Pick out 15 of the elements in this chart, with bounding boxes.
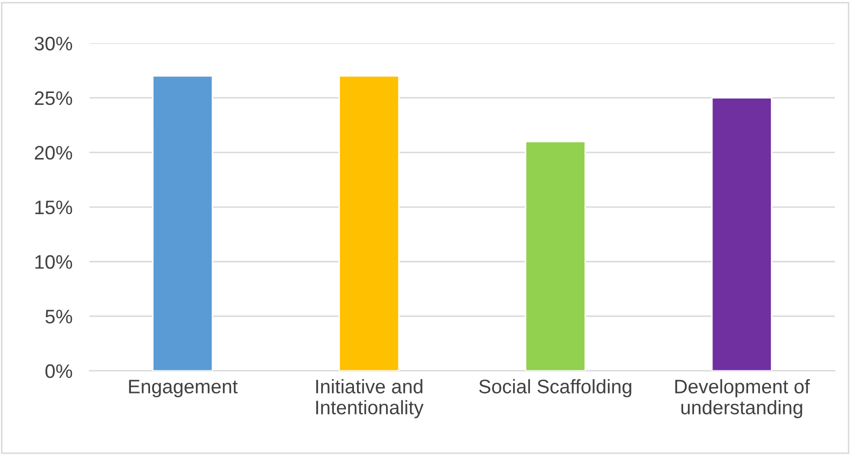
y-tick-label: 30%	[34, 36, 72, 50]
x-tick-label: Engagement	[129, 380, 238, 398]
bar	[152, 75, 214, 371]
x-tick-label: Social Scaffolding	[479, 379, 632, 398]
bar	[338, 75, 400, 371]
y-tick-label: 0%	[45, 364, 72, 378]
x-tick-label: Initiative and Intentionality	[316, 379, 424, 418]
y-tick-label: 5%	[45, 310, 72, 324]
y-tick-label: 25%	[34, 91, 72, 106]
y-tick-label: 15%	[35, 200, 72, 214]
bar	[524, 140, 586, 371]
x-tick-label: Development of understanding	[675, 379, 810, 418]
bar	[711, 97, 772, 371]
y-tick-label: 10%	[35, 255, 72, 269]
y-tick-label: 20%	[34, 146, 72, 160]
